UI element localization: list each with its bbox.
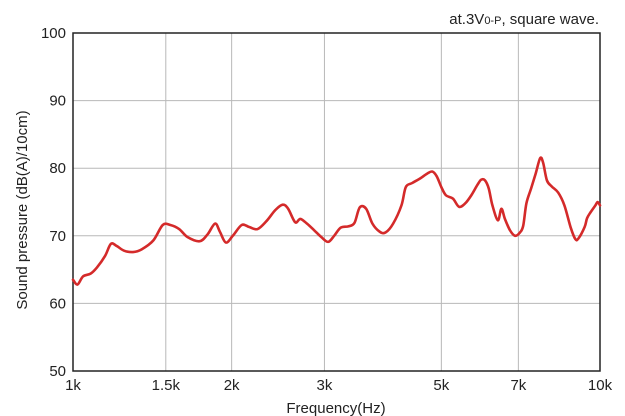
sound-pressure-line <box>71 156 602 286</box>
y-tick-label: 90 <box>49 93 66 110</box>
x-tick-label: 7k <box>510 377 526 394</box>
x-tick-label: 10k <box>588 377 613 394</box>
y-tick-label: 70 <box>49 228 66 245</box>
plot-frame <box>72 32 601 372</box>
note-prefix: at.3V <box>449 11 484 28</box>
x-tick-label: 5k <box>433 377 449 394</box>
note-subscript: 0-P <box>484 15 501 27</box>
y-tick-label: 100 <box>41 25 66 42</box>
test-condition-note: at.3V0-P, square wave. <box>449 11 599 28</box>
y-axis-ticks: 50 60 70 80 90 100 <box>41 25 66 380</box>
y-tick-label: 50 <box>49 363 66 380</box>
note-suffix: , square wave. <box>501 11 599 28</box>
y-tick-label: 60 <box>49 295 66 312</box>
y-axis-title: Sound pressure (dB(A)/10cm) <box>14 110 31 309</box>
x-axis-ticks: 1k 1.5k 2k 3k 5k 7k 10k <box>65 377 613 394</box>
x-tick-label: 2k <box>224 377 240 394</box>
y-tick-label: 80 <box>49 160 66 177</box>
x-axis-title: Frequency(Hz) <box>286 400 385 416</box>
grid <box>72 32 601 372</box>
x-tick-label: 1k <box>65 377 81 394</box>
x-tick-label: 3k <box>317 377 333 394</box>
x-tick-label: 1.5k <box>152 377 181 394</box>
